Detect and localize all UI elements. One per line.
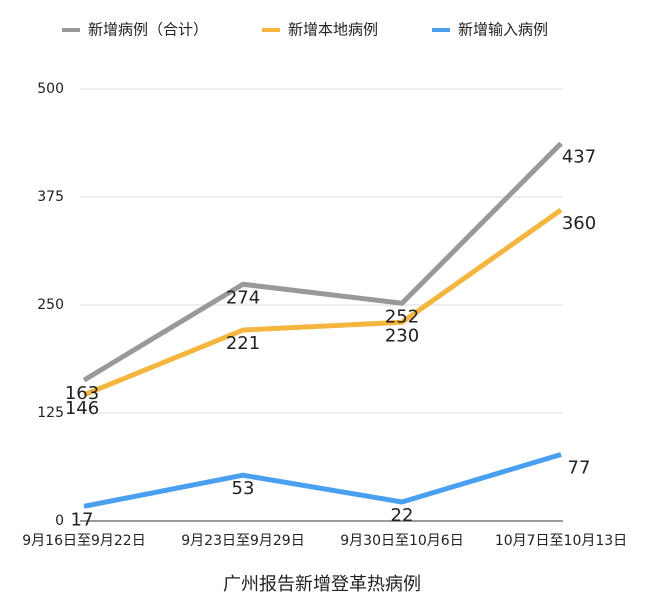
data-label: 163	[65, 383, 99, 404]
data-label: 360	[562, 213, 596, 234]
data-label: 252	[385, 306, 419, 327]
data-label: 146	[65, 398, 99, 419]
legend-label: 新增病例（合计）	[88, 21, 208, 39]
y-tick-label: 250	[37, 297, 64, 313]
x-tick-label: 9月16日至9月22日	[22, 533, 145, 549]
data-label: 274	[226, 287, 260, 308]
data-label: 230	[385, 325, 419, 346]
data-label: 221	[226, 333, 260, 354]
data-label: 22	[391, 505, 414, 526]
chart-title: 广州报告新增登革热病例	[223, 574, 421, 595]
data-label: 437	[562, 146, 596, 167]
legend-label: 新增输入病例	[458, 21, 548, 39]
data-label: 17	[71, 509, 94, 530]
x-tick-label: 10月7日至10月13日	[495, 533, 627, 549]
y-tick-label: 500	[37, 81, 64, 97]
y-tick-label: 125	[37, 405, 64, 421]
x-tick-label: 9月23日至9月29日	[181, 533, 304, 549]
data-label: 53	[232, 478, 255, 499]
y-tick-label: 0	[55, 513, 64, 529]
data-label: 77	[568, 457, 591, 478]
series-line	[82, 141, 563, 383]
series-line	[83, 207, 563, 398]
series-line	[83, 452, 562, 509]
x-tick-label: 9月30日至10月6日	[340, 533, 463, 549]
y-tick-label: 375	[37, 189, 64, 205]
legend-label: 新增本地病例	[288, 21, 378, 39]
